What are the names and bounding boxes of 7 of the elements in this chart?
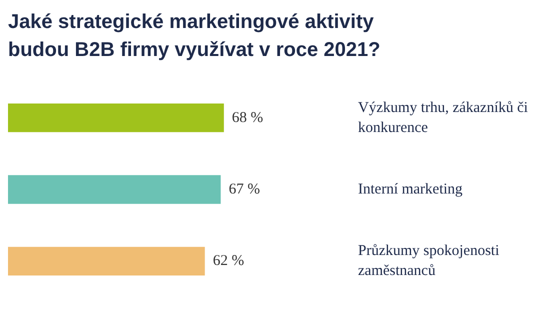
chart-title: Jaké strategické marketingové aktivity budou B2B firmy využívat v roce 2021? — [8, 10, 382, 63]
data-label: 62 % — [212, 253, 244, 270]
y-tick-label: Interní marketing — [358, 181, 464, 198]
data-label: 68 % — [232, 110, 264, 126]
y-tick-label: Průzkumy spokojenosti zaměstnanců — [358, 243, 500, 280]
y-tick-label: Výzkumy trhu, zákazníků či konkurence — [358, 100, 528, 136]
data-label: 67 % — [228, 181, 260, 198]
